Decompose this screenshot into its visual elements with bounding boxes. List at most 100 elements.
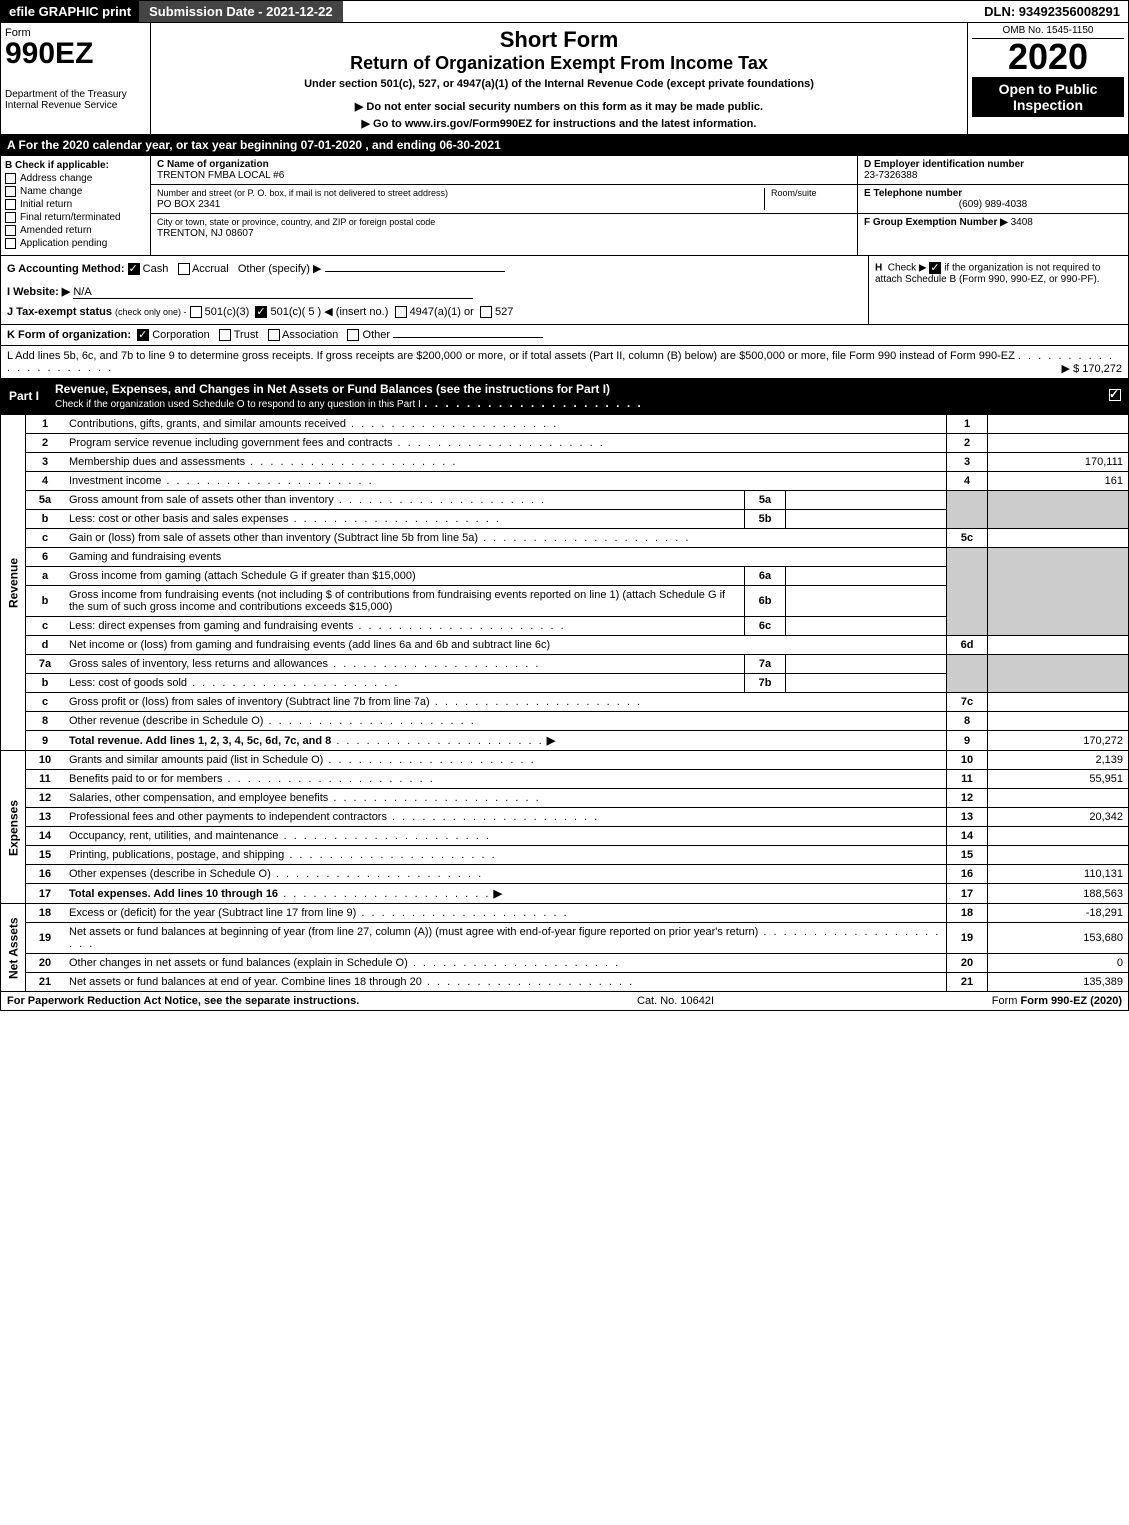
cb-amended-return[interactable]: Amended return <box>5 225 146 236</box>
cb-trust[interactable] <box>219 329 231 341</box>
cb-address-change[interactable]: Address change <box>5 173 146 184</box>
form-id-cell: Form 990EZ Department of the Treasury In… <box>1 23 151 134</box>
amt-16: 110,131 <box>988 865 1129 884</box>
ln-7c: c <box>26 693 65 712</box>
amt-5c <box>988 529 1129 548</box>
opt-corporation: Corporation <box>152 329 209 341</box>
opt-association: Association <box>282 329 338 341</box>
cb-corporation[interactable] <box>137 329 149 341</box>
form-version-text: Form 990-EZ (2020) <box>1021 995 1122 1007</box>
ln-7a: 7a <box>26 655 65 674</box>
amt-12 <box>988 789 1129 808</box>
rn-18: 18 <box>947 904 988 923</box>
ln-9: 9 <box>26 731 65 751</box>
amt-9: 170,272 <box>988 731 1129 751</box>
subval-5a <box>786 491 947 510</box>
website-label: I Website: ▶ <box>7 286 70 298</box>
cb-association[interactable] <box>268 329 280 341</box>
form-number: 990EZ <box>5 39 146 69</box>
cb-name-change[interactable]: Name change <box>5 186 146 197</box>
grey-amt-5ab <box>988 491 1129 529</box>
other-specify-label: Other (specify) ▶ <box>238 263 322 275</box>
desc-12: Salaries, other compensation, and employ… <box>69 792 328 804</box>
ein-value: 23-7326388 <box>864 170 917 181</box>
ln-7b: b <box>26 674 65 693</box>
sub-6a: 6a <box>745 567 786 586</box>
amt-21: 135,389 <box>988 973 1129 992</box>
goto-link-text[interactable]: ▶ Go to www.irs.gov/Form990EZ for instru… <box>362 118 757 130</box>
org-name-label: C Name of organization <box>157 159 269 170</box>
entity-block: B Check if applicable: Address change Na… <box>0 156 1129 256</box>
section-revenue: Revenue <box>1 415 26 751</box>
line-h: H Check ▶ if the organization is not req… <box>868 256 1128 324</box>
amt-6d <box>988 636 1129 655</box>
desc-17: Total expenses. Add lines 10 through 16 <box>69 888 278 900</box>
rn-2: 2 <box>947 434 988 453</box>
desc-6a: Gross income from gaming (attach Schedul… <box>69 570 416 582</box>
cb-accrual[interactable] <box>178 263 190 275</box>
ln-21: 21 <box>26 973 65 992</box>
cb-schedule-b[interactable] <box>929 262 941 274</box>
amt-8 <box>988 712 1129 731</box>
cb-final-return[interactable]: Final return/terminated <box>5 212 146 223</box>
desc-18: Excess or (deficit) for the year (Subtra… <box>69 907 356 919</box>
desc-7c: Gross profit or (loss) from sales of inv… <box>69 696 430 708</box>
phone-label: E Telephone number <box>864 188 962 199</box>
cb-cash[interactable] <box>128 263 140 275</box>
cb-schedule-o-part1[interactable] <box>1109 389 1121 401</box>
amt-14 <box>988 827 1129 846</box>
rn-11: 11 <box>947 770 988 789</box>
cb-501c3[interactable] <box>190 306 202 318</box>
ghi-left: G Accounting Method: Cash Accrual Other … <box>1 256 868 324</box>
line-l: L Add lines 5b, 6c, and 7b to line 9 to … <box>0 346 1129 379</box>
tax-year: 2020 <box>972 39 1124 75</box>
efile-print-label[interactable]: efile GRAPHIC print <box>1 1 139 22</box>
line-h-check: Check ▶ <box>888 263 927 274</box>
cb-application-pending[interactable]: Application pending <box>5 238 146 249</box>
rn-1: 1 <box>947 415 988 434</box>
other-org-input[interactable] <box>393 337 543 338</box>
line-g-label: G Accounting Method: <box>7 263 125 275</box>
desc-10: Grants and similar amounts paid (list in… <box>69 754 323 766</box>
city-label: City or town, state or province, country… <box>157 217 435 227</box>
open-public-inspection: Open to Public Inspection <box>972 77 1124 117</box>
box-c-org: C Name of organization TRENTON FMBA LOCA… <box>151 156 858 255</box>
grey-5ab <box>947 491 988 529</box>
desc-3: Membership dues and assessments <box>69 456 245 468</box>
desc-21: Net assets or fund balances at end of ye… <box>69 976 422 988</box>
cb-527[interactable] <box>480 306 492 318</box>
amt-13: 20,342 <box>988 808 1129 827</box>
ln-1: 1 <box>26 415 65 434</box>
cb-4947[interactable] <box>395 306 407 318</box>
subval-6a <box>786 567 947 586</box>
line-a-tax-year: A For the 2020 calendar year, or tax yea… <box>0 135 1129 156</box>
line-l-text: L Add lines 5b, 6c, and 7b to line 9 to … <box>7 350 1015 362</box>
opt-527: 527 <box>495 306 513 318</box>
amt-10: 2,139 <box>988 751 1129 770</box>
desc-6c: Less: direct expenses from gaming and fu… <box>69 620 353 632</box>
ln-14: 14 <box>26 827 65 846</box>
amt-20: 0 <box>988 954 1129 973</box>
box-b-checkboxes: B Check if applicable: Address change Na… <box>1 156 151 255</box>
group-exempt-arrow: ▶ <box>1000 217 1008 228</box>
line-g: G Accounting Method: Cash Accrual Other … <box>7 262 862 275</box>
ln-17: 17 <box>26 884 65 904</box>
other-specify-input[interactable] <box>325 271 505 272</box>
desc-13: Professional fees and other payments to … <box>69 811 387 823</box>
grey-6abc <box>947 548 988 636</box>
part-1-sub: Check if the organization used Schedule … <box>55 399 421 410</box>
desc-6d: Net income or (loss) from gaming and fun… <box>69 639 550 651</box>
rn-17: 17 <box>947 884 988 904</box>
sub-7a: 7a <box>745 655 786 674</box>
desc-5c: Gain or (loss) from sale of assets other… <box>69 532 478 544</box>
ln-5a: 5a <box>26 491 65 510</box>
rn-16: 16 <box>947 865 988 884</box>
rn-12: 12 <box>947 789 988 808</box>
grey-7ab <box>947 655 988 693</box>
cb-501c[interactable] <box>255 306 267 318</box>
cb-initial-return[interactable]: Initial return <box>5 199 146 210</box>
cb-other-org[interactable] <box>347 329 359 341</box>
rn-6d: 6d <box>947 636 988 655</box>
accrual-label: Accrual <box>192 263 229 275</box>
amt-19: 153,680 <box>988 923 1129 954</box>
